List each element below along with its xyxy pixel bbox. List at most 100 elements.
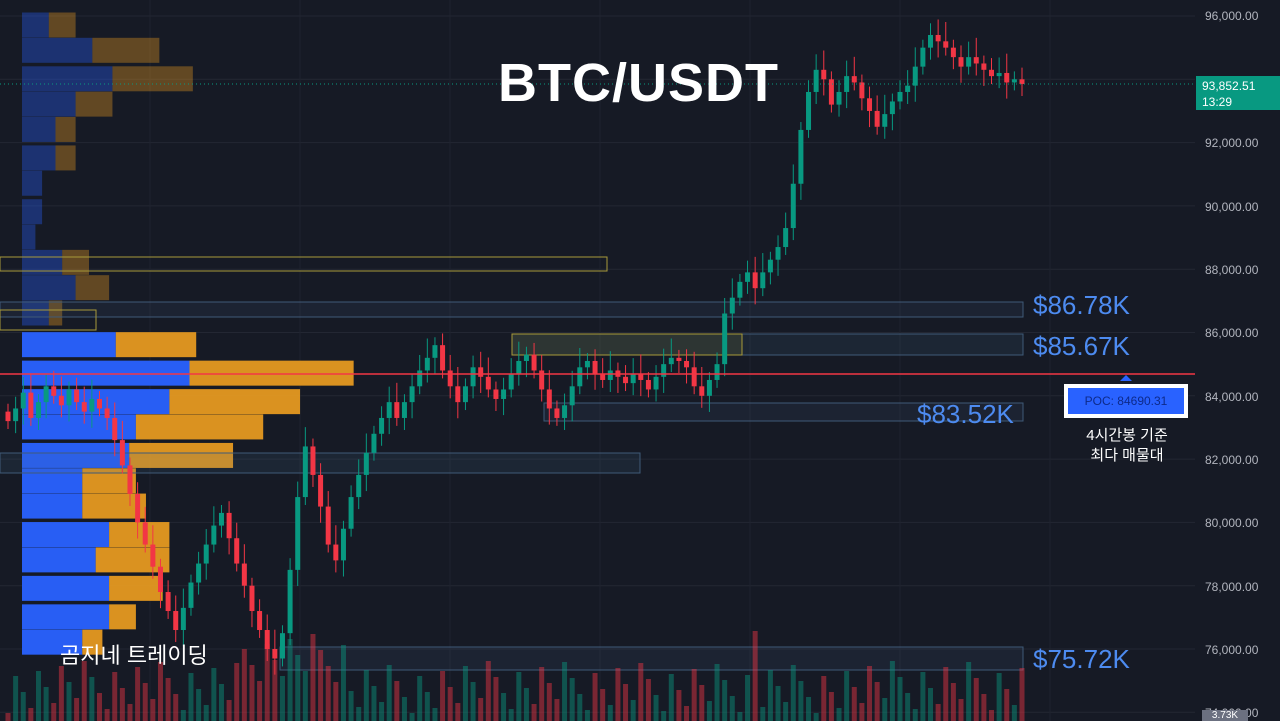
level-box-86-78k <box>0 301 1024 318</box>
candle-body <box>912 66 918 86</box>
volume-bar <box>424 692 430 721</box>
volume-bar <box>584 710 590 721</box>
volume-bar <box>96 693 102 721</box>
candle-body <box>81 402 87 412</box>
candle-body <box>523 354 529 361</box>
candle-body <box>828 79 834 105</box>
level-label-86-78k: $86.78K <box>1033 290 1130 320</box>
candle-body <box>783 228 789 248</box>
volume-bar <box>462 666 468 721</box>
candle-body <box>966 57 972 67</box>
candle-body <box>600 373 606 380</box>
volume-bar <box>157 662 163 721</box>
y-tick-label: 76,000.00 <box>1205 643 1259 657</box>
volume-bar <box>676 690 682 721</box>
volume-bar <box>401 697 407 721</box>
volume-bar <box>638 663 644 721</box>
level-box-83-52k <box>543 402 1024 422</box>
volume-profile-up-bar <box>22 199 43 225</box>
volume-bar <box>226 700 232 721</box>
volume-bar <box>966 662 972 721</box>
candle-body <box>295 497 301 570</box>
volume-profile-down-bar <box>95 547 170 573</box>
volume-bar <box>767 670 773 721</box>
candle-body <box>722 313 728 365</box>
volume-bar <box>958 699 964 721</box>
volume-profile-up-bar <box>22 300 49 326</box>
volume-bar <box>516 672 522 721</box>
candle-body <box>234 538 240 564</box>
candle-body <box>714 364 720 380</box>
volume-profile-down-bar <box>109 522 170 548</box>
candle-body <box>356 474 362 498</box>
candle-body <box>401 402 407 418</box>
candle-body <box>554 408 560 418</box>
candle-body <box>287 569 293 634</box>
volume-bar <box>722 680 728 721</box>
candle-body <box>684 360 690 368</box>
volume-bar <box>318 650 324 721</box>
candle-body <box>798 129 804 184</box>
volume-profile-up-bar <box>22 604 110 630</box>
volume-bar <box>828 692 834 721</box>
volume-bar <box>546 683 552 721</box>
candle-body <box>340 528 346 561</box>
volume-bar <box>234 663 240 721</box>
volume-profile-up-bar <box>22 145 56 171</box>
volume-bar <box>905 693 911 721</box>
volume-profile-down-bar <box>55 116 76 142</box>
volume-bar <box>592 673 598 721</box>
volume-profile-down-bar <box>92 37 160 63</box>
candle-body <box>577 367 583 387</box>
volume-bar <box>867 666 873 721</box>
volume-bar <box>119 688 125 721</box>
candle-body <box>950 47 956 58</box>
candle-body <box>218 512 224 526</box>
volume-profile-up-bar <box>22 629 83 655</box>
volume-bar <box>569 678 575 721</box>
volume-bar <box>218 684 224 721</box>
candle-body <box>889 101 895 115</box>
candle-body <box>584 360 590 368</box>
volume-profile-down-bar <box>55 145 76 171</box>
level-label-83-52k: $83.52K <box>917 399 1014 429</box>
candle-body <box>89 398 95 412</box>
candle-body <box>737 281 743 298</box>
candle-body <box>607 370 613 380</box>
volume-bar <box>806 697 812 721</box>
volume-bar <box>379 702 385 721</box>
candle-body <box>363 452 369 475</box>
volume-profile-up-bar <box>22 360 190 386</box>
volume-bar <box>363 670 369 721</box>
y-tick-label: 88,000.00 <box>1205 263 1259 277</box>
volume-bar <box>150 699 156 721</box>
volume-bar <box>859 703 865 721</box>
candle-body <box>661 364 667 377</box>
volume-bar <box>653 695 659 721</box>
volume-bar <box>813 713 819 721</box>
volume-profile-up-bar <box>22 37 93 63</box>
candle-body <box>104 408 110 418</box>
candle-body <box>958 57 964 67</box>
candle-body <box>35 402 41 418</box>
volume-bar <box>745 675 751 721</box>
candle-body <box>58 395 64 406</box>
candle-body <box>51 386 57 396</box>
volume-bar <box>1019 668 1025 721</box>
volume-bar <box>775 686 781 721</box>
volume-bar <box>272 660 278 721</box>
last-price: 93,852.51 <box>1202 79 1256 93</box>
volume-bar <box>790 665 796 721</box>
candle-body <box>13 408 19 422</box>
candle-body <box>973 57 979 64</box>
volume-bar <box>760 707 766 721</box>
volume-bar <box>287 639 293 721</box>
candle-body <box>623 376 629 384</box>
candle-body <box>127 465 133 494</box>
volume-profile-up-bar <box>22 91 76 117</box>
volume-bar <box>333 682 339 721</box>
last-price-tag: 93,852.51 13:29 <box>1196 76 1280 110</box>
candle-body <box>325 506 331 545</box>
